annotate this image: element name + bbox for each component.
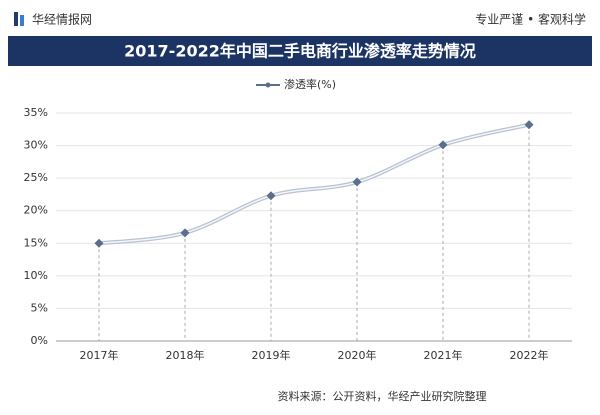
x-tick-label: 2019年 xyxy=(252,348,291,362)
y-tick-label: 15% xyxy=(24,236,48,249)
x-tick-label: 2022年 xyxy=(510,348,549,362)
point-marker xyxy=(266,191,276,201)
y-tick-label: 10% xyxy=(24,269,48,282)
x-tick-label: 2018年 xyxy=(166,348,205,362)
point-marker xyxy=(94,238,104,248)
series-line xyxy=(98,123,530,245)
logo-bar xyxy=(14,12,18,26)
x-tick-label: 2021年 xyxy=(424,348,463,362)
source: 资料来源：公开资料，华经产业研究院整理 xyxy=(278,389,487,403)
slogan: 专业严谨 • 客观科学 xyxy=(475,12,586,27)
x-tick-label: 2017年 xyxy=(80,348,119,362)
y-tick-label: 20% xyxy=(24,204,48,217)
y-tick-label: 0% xyxy=(31,334,48,347)
y-tick-label: 5% xyxy=(31,301,48,314)
legend-marker xyxy=(265,82,271,88)
logo-bar xyxy=(20,15,24,26)
brand: 华经情报网 xyxy=(32,12,92,27)
title-bar xyxy=(8,36,592,66)
x-tick-label: 2020年 xyxy=(338,348,377,362)
y-tick-label: 25% xyxy=(24,171,48,184)
point-marker xyxy=(352,177,362,187)
y-tick-label: 35% xyxy=(24,106,48,119)
chart-title: 2017-2022年中国二手电商行业渗透率走势情况 xyxy=(124,42,476,61)
y-tick-label: 30% xyxy=(24,139,48,152)
point-marker xyxy=(524,120,534,130)
point-marker xyxy=(438,140,448,150)
legend-label: 渗透率(%) xyxy=(284,77,336,91)
point-marker xyxy=(180,228,190,238)
